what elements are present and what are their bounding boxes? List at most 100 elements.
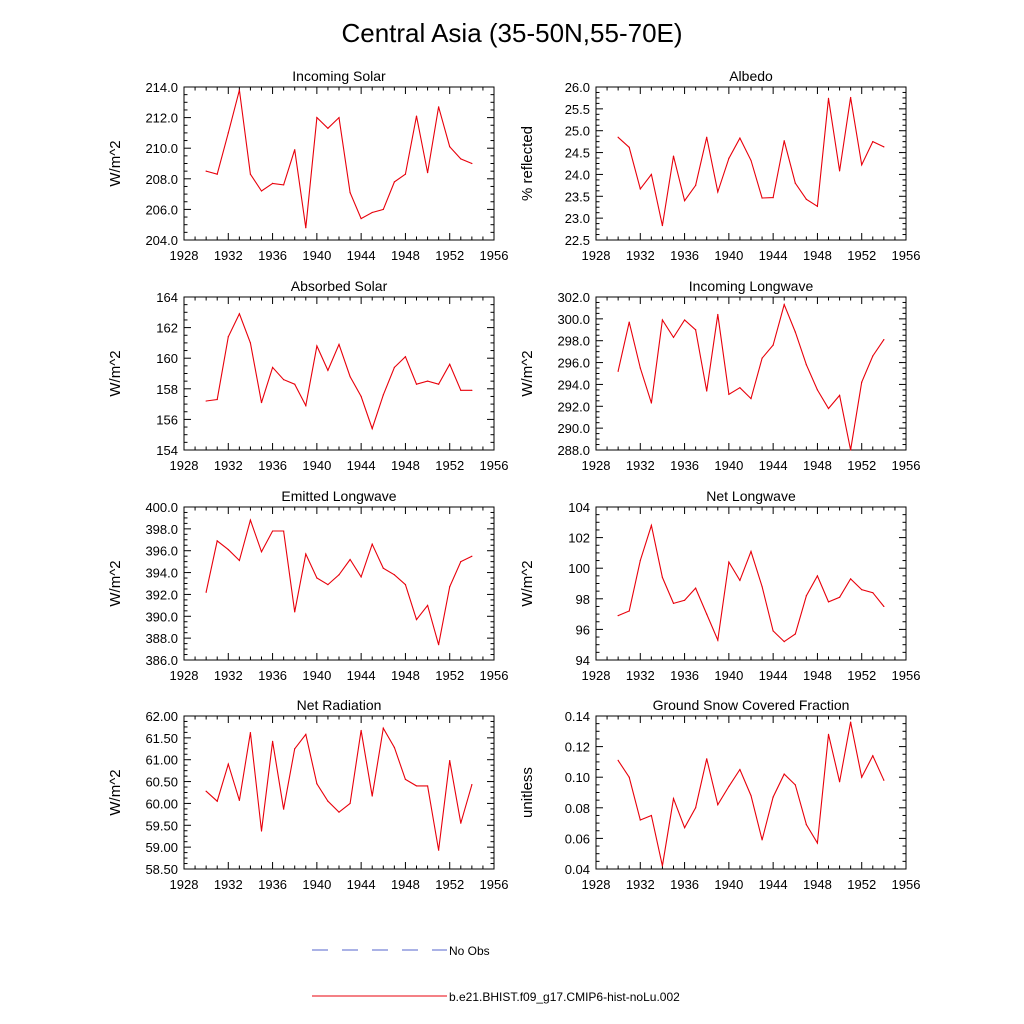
x-tick-label: 1944 [759, 877, 788, 892]
data-point [316, 345, 318, 347]
y-tick-label: 386.0 [145, 653, 178, 668]
panel-title: Ground Snow Covered Fraction [653, 697, 850, 713]
data-point [761, 197, 763, 199]
data-point [683, 319, 686, 321]
data-point [783, 140, 785, 142]
data-point [805, 364, 807, 366]
data-point [717, 804, 719, 806]
x-tick-label: 1940 [714, 248, 743, 263]
data-point [260, 830, 263, 832]
x-tick-label: 1944 [347, 458, 376, 473]
x-tick-label: 1928 [582, 248, 611, 263]
x-tick-label: 1932 [626, 668, 655, 683]
x-tick-label: 1956 [892, 248, 921, 263]
data-point [294, 149, 296, 151]
data-point [805, 198, 807, 200]
x-tick-label: 1940 [302, 248, 331, 263]
data-point [294, 748, 296, 750]
data-point [238, 313, 240, 315]
x-tick-label: 1944 [759, 458, 788, 473]
x-tick-label: 1944 [347, 877, 376, 892]
data-point [305, 553, 307, 555]
data-point [271, 366, 274, 368]
data-point [827, 601, 830, 603]
data-point [360, 576, 362, 578]
y-tick-label: 94 [576, 653, 590, 668]
panel-incoming-solar: Incoming Solar W/m^2 1928 1932 1936 1940 1944 1… [107, 68, 508, 263]
panel-absorbed-solar: Absorbed Solar W/m^2 1928 1932 1936 1940 1944 1… [107, 278, 508, 473]
legend-label-no-obs: No Obs [449, 944, 490, 958]
data-point [426, 785, 429, 787]
y-tick-label: 160 [156, 351, 178, 366]
x-tick-label: 1952 [847, 248, 876, 263]
data-point [838, 394, 841, 396]
y-tick-label: 62.00 [145, 709, 178, 724]
panel-title: Net Longwave [706, 488, 796, 504]
data-point [404, 356, 407, 358]
data-point [672, 336, 675, 339]
y-tick-label: 156 [156, 412, 178, 427]
data-point [460, 389, 462, 391]
data-point [883, 339, 885, 341]
data-point [827, 407, 830, 410]
data-point [717, 313, 719, 316]
data-point [382, 567, 384, 569]
data-point [739, 579, 741, 582]
x-tick-label: 1940 [302, 877, 331, 892]
y-tick-label: 58.50 [145, 862, 178, 877]
data-point [283, 379, 285, 381]
panel-title: Albedo [729, 68, 773, 84]
data-point [393, 366, 395, 368]
data-point [739, 137, 741, 139]
x-tick-label: 1956 [480, 877, 509, 892]
data-point [471, 555, 473, 557]
data-point [761, 357, 763, 359]
data-point [617, 615, 619, 617]
y-tick-label: 23.0 [565, 211, 590, 226]
data-point [728, 393, 730, 395]
data-point [260, 551, 263, 553]
x-tick-label: 1936 [258, 248, 287, 263]
data-point [783, 304, 785, 306]
panel-title: Incoming Solar [292, 68, 386, 84]
x-tick-label: 1936 [258, 668, 287, 683]
data-point [728, 561, 730, 563]
y-tick-label: 0.10 [565, 770, 590, 785]
data-point [695, 587, 697, 589]
data-point [717, 639, 719, 641]
y-tick-label: 388.0 [145, 631, 178, 646]
y-tick-label: 26.0 [565, 80, 590, 95]
data-point [382, 727, 384, 729]
y-axis-label: W/m^2 [107, 560, 124, 606]
data-point [460, 158, 462, 160]
y-tick-label: 302.0 [557, 290, 590, 305]
data-point [338, 811, 340, 813]
data-point [360, 217, 362, 220]
x-tick-label: 1940 [302, 458, 331, 473]
plot-frame [183, 715, 495, 870]
data-point [205, 591, 207, 593]
data-point [772, 344, 774, 346]
data-point [260, 190, 263, 192]
data-point [238, 89, 240, 91]
data-point [205, 170, 207, 172]
data-point [404, 583, 407, 586]
y-tick-label: 25.0 [565, 124, 590, 139]
data-point [238, 799, 240, 801]
y-tick-label: 300.0 [557, 312, 590, 327]
data-point [628, 610, 630, 612]
data-point [216, 800, 218, 802]
data-point [238, 559, 240, 562]
data-point [271, 530, 274, 532]
data-point [750, 794, 752, 797]
y-tick-label: 400.0 [145, 500, 178, 515]
data-point [617, 759, 619, 761]
x-tick-label: 1948 [391, 458, 420, 473]
data-point [661, 224, 664, 227]
x-tick-label: 1948 [391, 248, 420, 263]
y-tick-label: 390.0 [145, 609, 178, 624]
x-tick-label: 1928 [582, 668, 611, 683]
data-point [305, 405, 307, 407]
data-point [650, 402, 652, 404]
